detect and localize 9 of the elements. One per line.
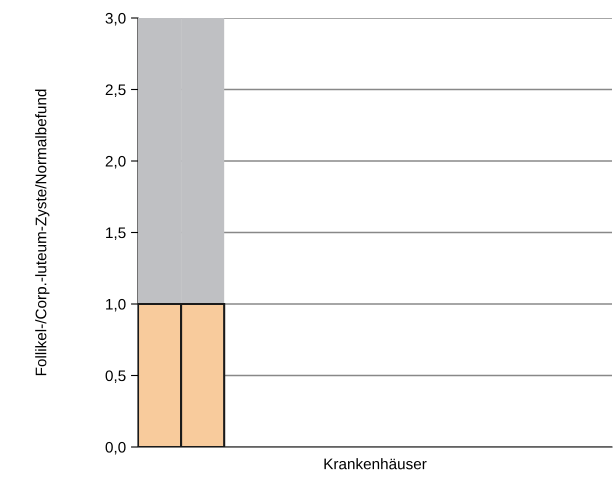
x-axis-title: Krankenhäuser xyxy=(324,458,427,470)
y-axis-title: Follikel-/Corp.-luteum-Zyste/Normalbefund xyxy=(35,90,50,376)
y-tick-label: 1,0 xyxy=(106,298,126,312)
y-tick-label: 0,5 xyxy=(106,370,126,383)
y-tick-label: 3,0 xyxy=(106,12,126,26)
y-tick-label: 0,0 xyxy=(106,442,126,454)
y-tick-label: 1,5 xyxy=(106,228,126,240)
y-tick-label: 2,5 xyxy=(106,84,126,97)
y-tick-label: 2,0 xyxy=(106,156,126,168)
